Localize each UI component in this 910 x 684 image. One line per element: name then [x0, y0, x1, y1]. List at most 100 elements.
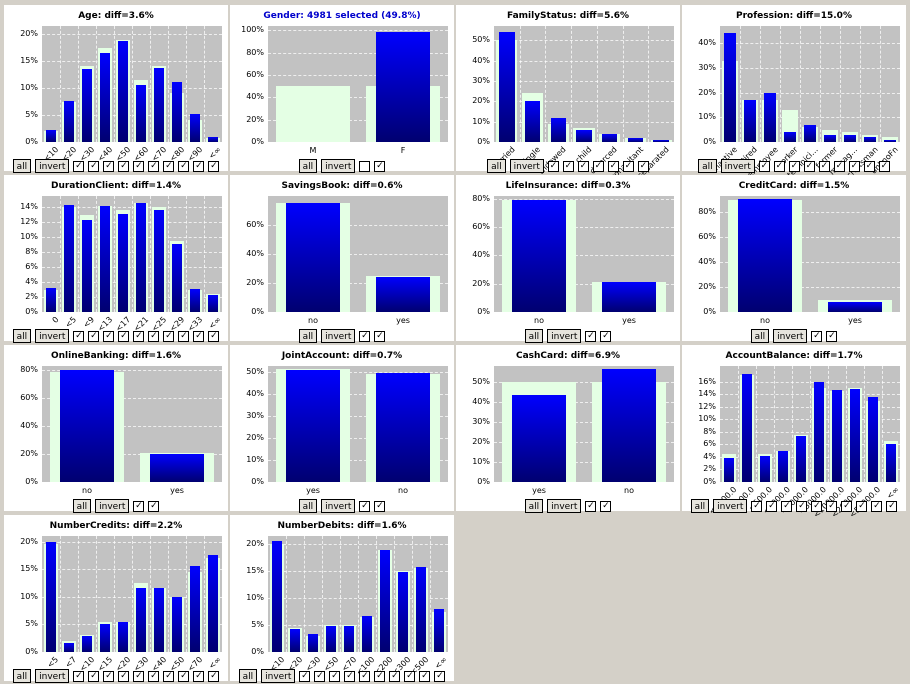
accountbalance-category-checkbox-4[interactable]: ✓: [811, 500, 823, 512]
creditcard-plot-area[interactable]: [720, 196, 900, 312]
accountbalance-bar-selected-8[interactable]: [867, 397, 879, 482]
age-category-checkbox-6[interactable]: ✓: [163, 160, 175, 172]
numberdebits-bar-selected-6[interactable]: [379, 549, 391, 652]
lifeinsurance-select-all-button[interactable]: all: [524, 329, 544, 343]
profession-category-checkbox-3[interactable]: ✓: [803, 160, 815, 172]
age-category-checkbox-8[interactable]: ✓: [193, 160, 205, 172]
profession-bar-selected-7[interactable]: [864, 137, 876, 142]
durationclient-category-checkbox-5[interactable]: ✓: [148, 330, 160, 342]
profession-plot-area[interactable]: [720, 26, 900, 142]
numberdebits-bar-selected-4[interactable]: [343, 626, 355, 652]
numbercredits-bar-selected-5[interactable]: [135, 588, 147, 652]
durationclient-category-checkbox-0[interactable]: ✓: [73, 330, 85, 342]
familystatus-category-checkbox-5[interactable]: ✓: [622, 160, 634, 172]
numberdebits-category-checkbox-8[interactable]: ✓: [419, 670, 431, 682]
numbercredits-bar-selected-3[interactable]: [99, 624, 111, 652]
durationclient-category-checkbox-6[interactable]: ✓: [163, 330, 175, 342]
durationclient-bar-selected-3[interactable]: [99, 206, 111, 312]
profession-category-checkbox-5[interactable]: ✓: [833, 160, 845, 172]
numberdebits-category-checkbox-0[interactable]: ✓: [299, 670, 311, 682]
durationclient-bar-selected-6[interactable]: [153, 210, 165, 312]
savingsbook-bar-selected-1[interactable]: [376, 277, 430, 312]
numberdebits-bar-selected-3[interactable]: [325, 625, 337, 652]
familystatus-select-all-button[interactable]: all: [487, 159, 506, 173]
durationclient-invert-button[interactable]: invert: [35, 329, 70, 343]
profession-bar-selected-6[interactable]: [844, 134, 856, 142]
accountbalance-bar-selected-1[interactable]: [741, 374, 753, 482]
numberdebits-select-all-button[interactable]: all: [238, 669, 258, 683]
lifeinsurance-plot-area[interactable]: [494, 196, 674, 312]
durationclient-category-checkbox-2[interactable]: ✓: [103, 330, 115, 342]
accountbalance-category-checkbox-0[interactable]: ✓: [751, 500, 763, 512]
numbercredits-bar-selected-1[interactable]: [63, 643, 75, 652]
numbercredits-invert-button[interactable]: invert: [35, 669, 70, 683]
familystatus-bar-selected-5[interactable]: [627, 137, 644, 142]
accountbalance-category-checkbox-2[interactable]: ✓: [781, 500, 793, 512]
durationclient-plot-area[interactable]: [42, 196, 222, 312]
durationclient-bar-selected-1[interactable]: [63, 204, 75, 312]
savingsbook-bar-selected-0[interactable]: [286, 203, 340, 312]
numbercredits-category-checkbox-9[interactable]: ✓: [208, 670, 220, 682]
age-bar-selected-1[interactable]: [63, 101, 75, 142]
savingsbook-plot-area[interactable]: [268, 196, 448, 312]
numberdebits-category-checkbox-7[interactable]: ✓: [404, 670, 416, 682]
cashcard-invert-button[interactable]: invert: [547, 499, 582, 513]
familystatus-category-checkbox-0[interactable]: ✓: [547, 160, 559, 172]
numbercredits-category-checkbox-3[interactable]: ✓: [118, 670, 130, 682]
age-invert-button[interactable]: invert: [35, 159, 70, 173]
lifeinsurance-category-checkbox-0[interactable]: ✓: [585, 330, 597, 342]
age-bar-selected-6[interactable]: [153, 67, 165, 142]
durationclient-category-checkbox-4[interactable]: ✓: [133, 330, 145, 342]
numbercredits-bar-selected-4[interactable]: [117, 621, 129, 652]
durationclient-category-checkbox-8[interactable]: ✓: [193, 330, 205, 342]
numbercredits-bar-selected-8[interactable]: [189, 566, 201, 652]
accountbalance-category-checkbox-6[interactable]: ✓: [841, 500, 853, 512]
profession-invert-button[interactable]: invert: [720, 159, 755, 173]
numbercredits-bar-selected-7[interactable]: [171, 596, 183, 652]
lifeinsurance-bar-selected-1[interactable]: [602, 282, 656, 312]
numberdebits-plot-area[interactable]: [268, 536, 448, 652]
profession-bar-selected-0[interactable]: [724, 33, 736, 142]
numberdebits-category-checkbox-5[interactable]: ✓: [374, 670, 386, 682]
age-bar-selected-2[interactable]: [81, 68, 93, 142]
numbercredits-bar-selected-0[interactable]: [45, 541, 57, 652]
profession-bar-selected-4[interactable]: [804, 124, 816, 142]
durationclient-bar-selected-7[interactable]: [171, 243, 183, 312]
profession-select-all-button[interactable]: all: [698, 159, 717, 173]
onlinebanking-bar-selected-1[interactable]: [150, 454, 204, 482]
age-category-checkbox-3[interactable]: ✓: [118, 160, 130, 172]
profession-category-checkbox-2[interactable]: ✓: [788, 160, 800, 172]
gender-category-checkbox-0[interactable]: [359, 160, 371, 172]
numbercredits-category-checkbox-1[interactable]: ✓: [88, 670, 100, 682]
profession-category-checkbox-7[interactable]: ✓: [863, 160, 875, 172]
accountbalance-bar-selected-2[interactable]: [759, 455, 771, 482]
numberdebits-bar-selected-2[interactable]: [307, 634, 319, 652]
gender-select-all-button[interactable]: all: [298, 159, 318, 173]
numbercredits-category-checkbox-7[interactable]: ✓: [178, 670, 190, 682]
age-bar-selected-3[interactable]: [99, 52, 111, 142]
cashcard-bar-selected-0[interactable]: [512, 395, 566, 482]
profession-bar-selected-5[interactable]: [824, 134, 836, 142]
durationclient-select-all-button[interactable]: all: [12, 329, 32, 343]
numberdebits-category-checkbox-1[interactable]: ✓: [314, 670, 326, 682]
accountbalance-bar-selected-3[interactable]: [777, 451, 789, 482]
numberdebits-bar-selected-0[interactable]: [271, 541, 283, 652]
accountbalance-bar-selected-0[interactable]: [723, 458, 735, 482]
familystatus-plot-area[interactable]: [494, 26, 674, 142]
onlinebanking-invert-button[interactable]: invert: [95, 499, 130, 513]
numberdebits-bar-selected-5[interactable]: [361, 616, 373, 652]
numberdebits-category-checkbox-3[interactable]: ✓: [344, 670, 356, 682]
durationclient-bar-selected-8[interactable]: [189, 288, 201, 312]
cashcard-category-checkbox-1[interactable]: ✓: [600, 500, 612, 512]
savingsbook-category-checkbox-0[interactable]: ✓: [359, 330, 371, 342]
jointaccount-bar-selected-1[interactable]: [376, 372, 430, 482]
accountbalance-invert-button[interactable]: invert: [713, 499, 748, 513]
numbercredits-category-checkbox-0[interactable]: ✓: [73, 670, 85, 682]
numbercredits-category-checkbox-2[interactable]: ✓: [103, 670, 115, 682]
onlinebanking-plot-area[interactable]: [42, 366, 222, 482]
durationclient-bar-selected-2[interactable]: [81, 219, 93, 312]
numbercredits-select-all-button[interactable]: all: [12, 669, 32, 683]
accountbalance-category-checkbox-8[interactable]: ✓: [871, 500, 883, 512]
familystatus-category-checkbox-3[interactable]: ✓: [592, 160, 604, 172]
accountbalance-select-all-button[interactable]: all: [690, 499, 710, 513]
